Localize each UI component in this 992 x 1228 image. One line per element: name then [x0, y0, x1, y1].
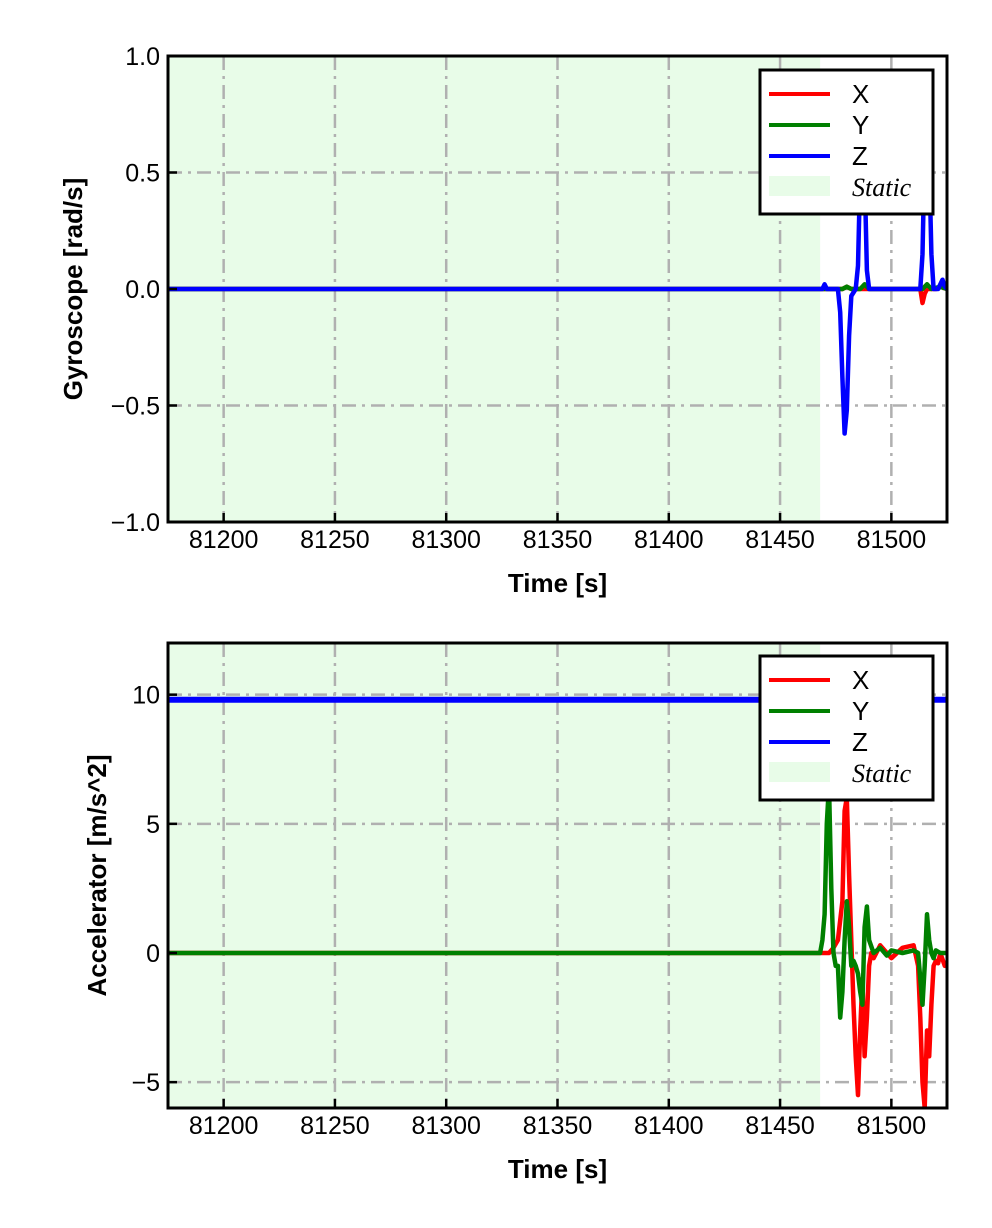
x-tick-label: 81200	[189, 1112, 259, 1140]
y-tick-label: −1.0	[111, 509, 160, 537]
x-tick-label: 81250	[300, 1112, 370, 1140]
x-axis-label: Time [s]	[508, 568, 607, 598]
y-tick-label: −5	[131, 1069, 160, 1097]
x-tick-label: 81450	[745, 526, 815, 554]
accelerator-chart: 81200 81250 81300 81350 81400 81450 81500 −5 0 5 1…	[82, 641, 949, 1184]
legend-label-x: X	[852, 79, 869, 109]
legend-label-x: X	[852, 665, 869, 695]
x-tick-label: 81500	[857, 1112, 927, 1140]
x-tick-label: 81350	[523, 526, 593, 554]
x-axis-label: Time [s]	[508, 1154, 607, 1184]
y-tick-label: −0.5	[111, 393, 160, 421]
y-tick-label: 10	[132, 682, 160, 710]
x-tick-label: 81200	[189, 526, 259, 554]
x-tick-label: 81500	[857, 526, 927, 554]
y-tick-label: 0.5	[125, 160, 160, 188]
legend-label-static: Static	[852, 759, 912, 788]
x-tick-label: 81450	[745, 1112, 815, 1140]
x-tick-label: 81350	[523, 1112, 593, 1140]
legend-label-z: Z	[852, 727, 868, 757]
x-tick-label: 81300	[411, 1112, 481, 1140]
gyroscope-chart: 81200 81250 81300 81350 81400 81450 81500 −1.0 −…	[58, 43, 949, 598]
legend-label-static: Static	[852, 173, 912, 202]
y-tick-label: 0	[146, 940, 160, 968]
series-line-y	[168, 782, 947, 1020]
ticks: 81200 81250 81300 81350 81400 81450 81500 −1.0 −…	[111, 43, 926, 554]
y-tick-label: 0.0	[125, 276, 160, 304]
legend: X Y Z Static	[758, 68, 935, 216]
y-axis-label: Gyroscope [rad/s]	[58, 178, 88, 401]
x-tick-label: 81400	[634, 526, 704, 554]
static-region	[168, 643, 821, 1108]
ticks: 81200 81250 81300 81350 81400 81450 81500 −5 0 5 1…	[131, 682, 926, 1140]
y-tick-label: 5	[146, 811, 160, 839]
legend-swatch-static	[769, 176, 830, 196]
legend-label-y: Y	[852, 696, 869, 726]
legend-swatch-static	[769, 762, 830, 782]
x-tick-label: 81300	[411, 526, 481, 554]
x-tick-label: 81250	[300, 526, 370, 554]
y-tick-label: 1.0	[125, 43, 160, 71]
legend-label-z: Z	[852, 141, 868, 171]
legend: X Y Z Static	[758, 654, 935, 802]
legend-label-y: Y	[852, 110, 869, 140]
y-axis-label: Accelerator [m/s^2]	[82, 754, 112, 996]
x-tick-label: 81400	[634, 1112, 704, 1140]
